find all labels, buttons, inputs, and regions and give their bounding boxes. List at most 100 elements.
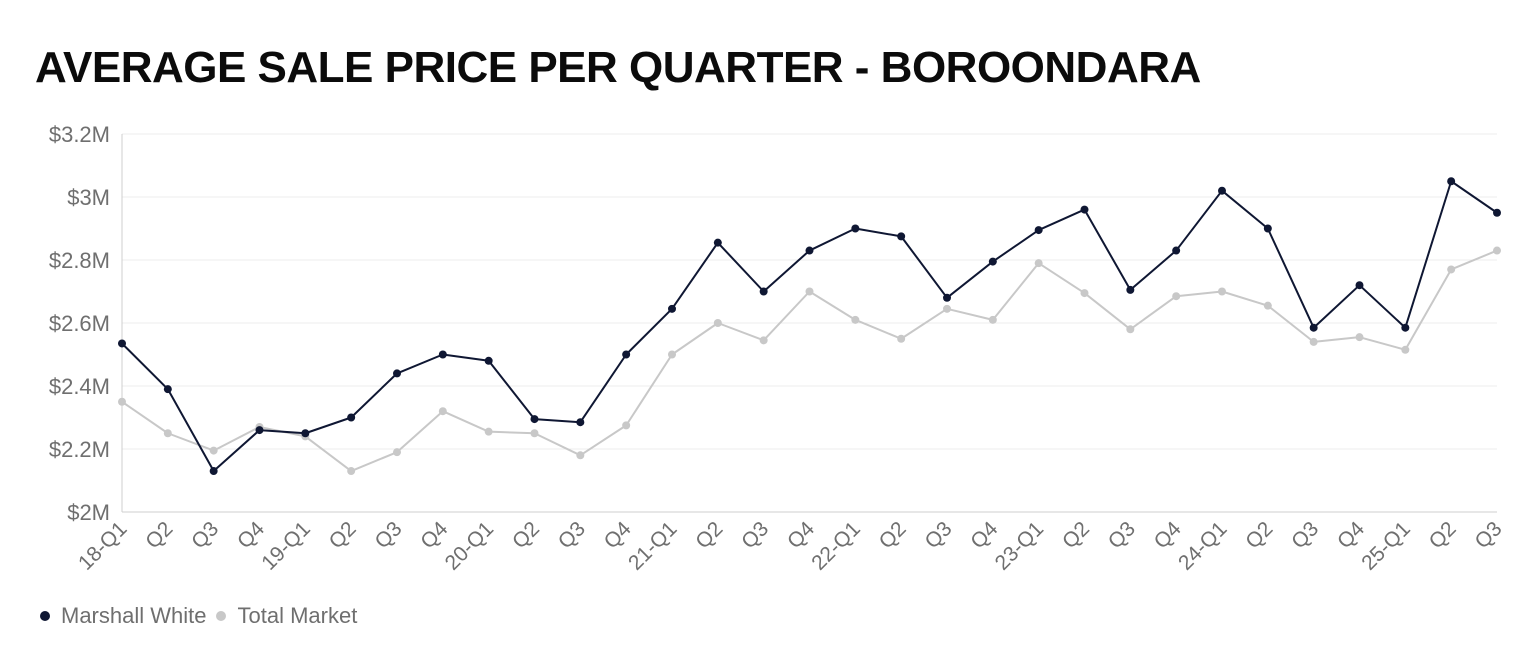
x-tick-label: Q3	[370, 517, 406, 553]
data-point-marshall-white	[1172, 246, 1181, 255]
data-point-total-market	[805, 287, 814, 296]
data-point-total-market	[1080, 289, 1089, 298]
x-tick-label: 23-Q1	[991, 517, 1049, 575]
x-tick-label: Q3	[187, 517, 223, 553]
data-point-marshall-white	[1034, 226, 1043, 235]
data-point-marshall-white	[713, 238, 722, 247]
data-point-marshall-white	[1126, 285, 1135, 294]
x-tick-label: Q4	[966, 517, 1002, 553]
series-layer	[118, 177, 1501, 476]
legend-label-marshall-white: Marshall White	[61, 603, 207, 628]
data-point-total-market	[988, 315, 997, 324]
data-point-total-market	[163, 429, 172, 438]
x-tick-label: 22-Q1	[807, 517, 865, 575]
data-point-total-market	[1493, 246, 1501, 255]
x-tick-label: Q2	[325, 517, 361, 553]
x-tick-label: Q3	[920, 517, 956, 553]
y-tick-label: $2.4M	[49, 374, 110, 399]
data-point-marshall-white	[759, 287, 768, 296]
y-tick-label: $2.6M	[49, 311, 110, 336]
data-point-total-market	[897, 334, 906, 343]
series-marshall-white	[118, 177, 1501, 476]
x-tick-label: Q3	[737, 517, 773, 553]
data-point-total-market	[851, 315, 860, 324]
data-point-marshall-white	[163, 385, 172, 394]
x-tick-label: Q4	[1333, 517, 1369, 553]
data-point-total-market	[668, 350, 676, 359]
data-point-marshall-white	[530, 415, 539, 424]
data-point-marshall-white	[1080, 205, 1089, 214]
data-point-marshall-white	[1401, 323, 1410, 332]
x-tick-label: Q2	[1425, 517, 1461, 553]
data-point-marshall-white	[438, 350, 447, 359]
series-line-total-market	[121, 249, 1498, 473]
x-tick-label: 19-Q1	[257, 517, 315, 575]
data-point-marshall-white	[1355, 281, 1364, 290]
legend: Marshall White Total Market	[40, 603, 367, 629]
data-point-marshall-white	[1218, 186, 1226, 195]
data-point-total-market	[759, 336, 768, 345]
y-tick-label: $2.8M	[49, 248, 110, 273]
data-point-total-market	[1447, 265, 1456, 274]
x-tick-label: Q2	[508, 517, 544, 553]
x-tick-label: 21-Q1	[624, 517, 682, 575]
data-point-marshall-white	[851, 224, 860, 233]
data-point-total-market	[1263, 301, 1272, 310]
y-tick-label: $2.2M	[49, 437, 110, 462]
x-tick-label: 24-Q1	[1174, 517, 1232, 575]
grid-lines	[121, 133, 1497, 513]
legend-item-total-market[interactable]: Total Market	[216, 603, 357, 629]
x-tick-label: Q2	[141, 517, 177, 553]
data-point-total-market	[347, 467, 356, 476]
data-point-marshall-white	[897, 232, 906, 241]
data-point-total-market	[1218, 287, 1226, 296]
x-tick-label: Q4	[600, 517, 636, 553]
data-point-total-market	[118, 397, 126, 406]
line-chart: $2M$2.2M$2.4M$2.6M$2.8M$3M$3.2M 18-Q1 Q2 Q…	[49, 122, 1507, 575]
data-point-total-market	[1309, 337, 1318, 346]
x-tick-label: Q2	[691, 517, 727, 553]
data-point-marshall-white	[1493, 208, 1501, 217]
x-tick-label: 25-Q1	[1357, 517, 1415, 575]
data-point-marshall-white	[576, 418, 585, 427]
data-point-total-market	[393, 448, 401, 457]
y-tick-label: $3M	[67, 185, 110, 210]
x-tick-label: Q3	[1104, 517, 1140, 553]
x-tick-label: 20-Q1	[441, 517, 499, 575]
data-point-marshall-white	[1447, 177, 1456, 186]
y-axis: $2M $2.2M $2.4M $2.6M $2.8M $3M $3.2M	[49, 122, 110, 525]
legend-label-total-market: Total Market	[237, 603, 358, 628]
data-point-total-market	[1034, 259, 1043, 268]
series-line-marshall-white	[121, 180, 1498, 473]
data-point-total-market	[622, 421, 631, 430]
y-tick-label: $2M	[67, 500, 110, 525]
x-tick-label: Q4	[233, 517, 269, 553]
data-point-marshall-white	[118, 339, 126, 348]
data-point-marshall-white	[484, 356, 493, 365]
data-point-marshall-white	[805, 246, 814, 255]
data-point-marshall-white	[668, 304, 676, 313]
data-point-marshall-white	[347, 413, 356, 422]
chart-title: AVERAGE SALE PRICE PER QUARTER - BOROOND…	[35, 43, 1201, 92]
x-tick-label: 18-Q1	[74, 517, 132, 575]
data-point-total-market	[530, 429, 539, 438]
x-tick-label: Q3	[554, 517, 590, 553]
legend-item-marshall-white[interactable]: Marshall White	[40, 603, 206, 629]
data-point-marshall-white	[209, 467, 218, 476]
data-point-total-market	[1401, 345, 1410, 354]
data-point-marshall-white	[1309, 323, 1318, 332]
x-tick-label: Q2	[1241, 517, 1277, 553]
data-point-marshall-white	[943, 293, 951, 302]
data-point-marshall-white	[255, 426, 264, 435]
data-point-total-market	[713, 319, 722, 327]
data-point-total-market	[1172, 292, 1181, 301]
y-tick-label: $3.2M	[49, 122, 110, 147]
legend-marker-total-market	[216, 611, 227, 621]
x-tick-label: Q2	[875, 517, 911, 553]
x-tick-label: Q4	[416, 517, 452, 553]
data-point-marshall-white	[301, 429, 310, 438]
x-tick-label: Q2	[1058, 517, 1094, 553]
data-point-total-market	[1355, 333, 1364, 342]
data-point-total-market	[1126, 325, 1135, 334]
